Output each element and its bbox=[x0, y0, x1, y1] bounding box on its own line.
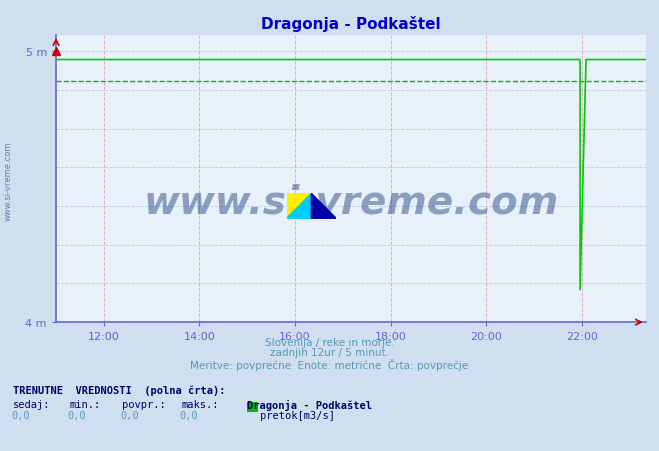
Text: povpr.:: povpr.: bbox=[122, 399, 165, 409]
Text: Dragonja - Podkaštel: Dragonja - Podkaštel bbox=[247, 399, 372, 410]
Text: 0,0: 0,0 bbox=[121, 410, 139, 420]
Title: Dragonja - Podkaštel: Dragonja - Podkaštel bbox=[261, 16, 441, 32]
Text: www.si-vreme.com: www.si-vreme.com bbox=[3, 141, 13, 220]
Polygon shape bbox=[287, 194, 312, 219]
Text: 0,0: 0,0 bbox=[68, 410, 86, 420]
Polygon shape bbox=[287, 194, 312, 219]
Text: 0,0: 0,0 bbox=[180, 410, 198, 420]
Text: Meritve: povprečne  Enote: metrične  Črta: povprečje: Meritve: povprečne Enote: metrične Črta:… bbox=[190, 358, 469, 370]
Text: maks.:: maks.: bbox=[181, 399, 219, 409]
Text: TRENUTNE  VREDNOSTI  (polna črta):: TRENUTNE VREDNOSTI (polna črta): bbox=[13, 384, 225, 395]
Text: 0,0: 0,0 bbox=[12, 410, 30, 420]
Text: www.si-vreme.com: www.si-vreme.com bbox=[143, 183, 559, 221]
Text: sedaj:: sedaj: bbox=[13, 399, 51, 409]
Text: Slovenija / reke in morje.: Slovenija / reke in morje. bbox=[264, 337, 395, 347]
Text: zadnjih 12ur / 5 minut.: zadnjih 12ur / 5 minut. bbox=[270, 348, 389, 358]
Text: pretok[m3/s]: pretok[m3/s] bbox=[260, 410, 335, 420]
Text: min.:: min.: bbox=[69, 399, 100, 409]
Polygon shape bbox=[312, 194, 336, 219]
